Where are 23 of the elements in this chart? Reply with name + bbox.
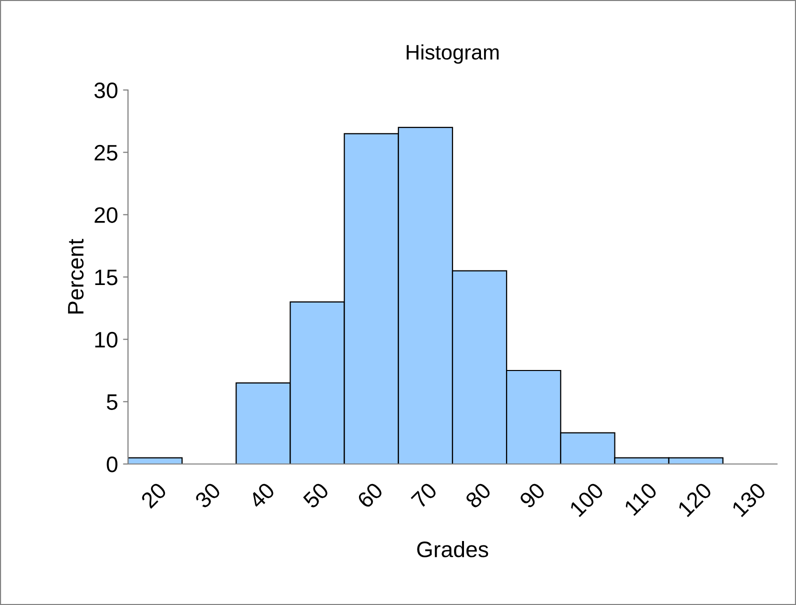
x-axis-title: Grades (417, 540, 488, 558)
x-tick-label: 30 (194, 482, 222, 510)
x-tick-label: 100 (568, 482, 604, 518)
x-tick-label: 40 (248, 482, 276, 510)
x-tick-label: 80 (464, 482, 492, 510)
x-tick-label: 70 (410, 482, 438, 509)
x-tick-label: 110 (624, 482, 658, 516)
y-axis-title: Percent (68, 238, 84, 314)
y-tick-label: 25 (94, 144, 118, 161)
y-tick-label: 20 (94, 207, 118, 223)
x-tick-label: 60 (356, 482, 384, 509)
y-tick-label: 15 (95, 270, 118, 286)
x-tick-label: 120 (677, 482, 713, 518)
x-tick-label: 90 (518, 482, 546, 509)
y-tick-label: 10 (95, 332, 118, 348)
y-tick-label: 0 (106, 456, 118, 472)
x-tick-label: 50 (302, 482, 330, 510)
chart-title: Histogram (406, 44, 499, 64)
y-tick-label: 5 (106, 394, 118, 410)
x-tick-label: 20 (140, 482, 168, 509)
x-tick-label: 130 (731, 482, 767, 518)
bar (128, 457, 183, 464)
y-tick-label: 30 (94, 82, 118, 98)
